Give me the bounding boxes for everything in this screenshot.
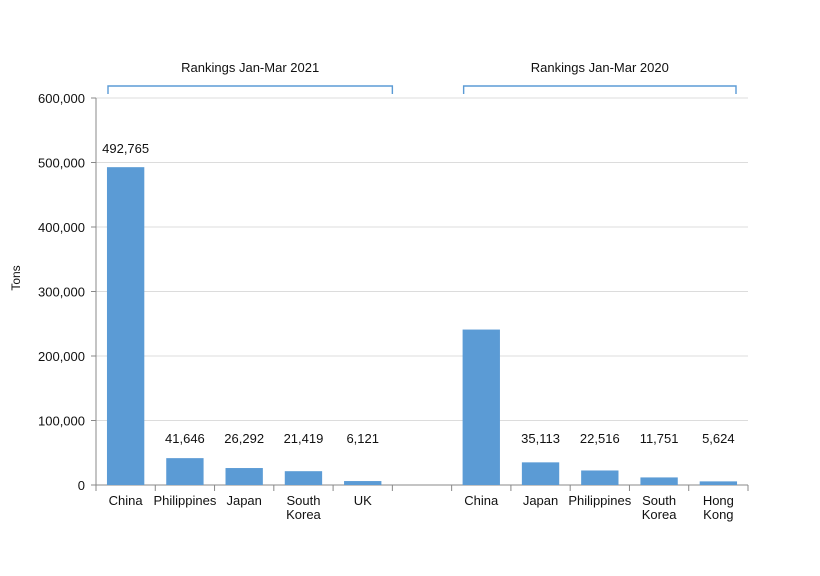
bar	[225, 468, 263, 485]
data-label: 11,751	[640, 431, 679, 446]
x-category-label: Philippines	[568, 493, 631, 508]
x-category-label: Kong	[703, 507, 733, 522]
data-label: 5,624	[702, 431, 735, 446]
x-category-label: China	[109, 493, 144, 508]
y-tick-label: 0	[78, 478, 85, 493]
bar	[462, 329, 500, 485]
data-label: 492,765	[102, 141, 149, 156]
bar	[344, 481, 382, 485]
y-tick-label: 500,000	[38, 156, 85, 171]
x-category-label: Japan	[523, 493, 558, 508]
bar	[284, 471, 323, 485]
group-bracket	[107, 85, 394, 94]
y-tick-label: 200,000	[38, 349, 85, 364]
bars	[106, 167, 738, 486]
y-axis-title: Tons	[9, 265, 23, 290]
group-bracket	[462, 85, 737, 94]
group-title: Rankings Jan-Mar 2020	[531, 60, 669, 75]
bar	[106, 167, 145, 486]
x-category-label: Korea	[286, 507, 321, 522]
x-category-label: Korea	[642, 507, 677, 522]
data-label: 35,113	[521, 431, 560, 446]
data-label: 22,516	[580, 431, 620, 446]
x-category-label: UK	[354, 493, 372, 508]
bar	[521, 462, 560, 485]
y-tick-label: 100,000	[38, 414, 85, 429]
bar	[640, 477, 678, 485]
axes	[91, 85, 749, 491]
y-tick-label: 600,000	[38, 91, 85, 106]
bar	[166, 458, 204, 485]
data-label: 41,646	[165, 431, 205, 446]
x-category-label: South	[286, 493, 320, 508]
data-label: 21,419	[284, 431, 324, 446]
y-tick-label: 300,000	[38, 285, 85, 300]
data-label: 6,121	[346, 431, 379, 446]
group-title: Rankings Jan-Mar 2021	[181, 60, 319, 75]
labels: 0 100,000 200,000 300,000 400,000 500,000 600,…	[38, 60, 735, 522]
x-category-label: Japan	[226, 493, 261, 508]
x-category-label: South	[642, 493, 676, 508]
y-tick-label: 400,000	[38, 220, 85, 235]
x-category-label: China	[464, 493, 499, 508]
data-label: 26,292	[224, 431, 264, 446]
bar	[581, 470, 619, 485]
bar	[699, 481, 738, 485]
x-category-label: Philippines	[153, 493, 216, 508]
x-category-label: Hong	[703, 493, 734, 508]
gridlines	[96, 97, 748, 421]
